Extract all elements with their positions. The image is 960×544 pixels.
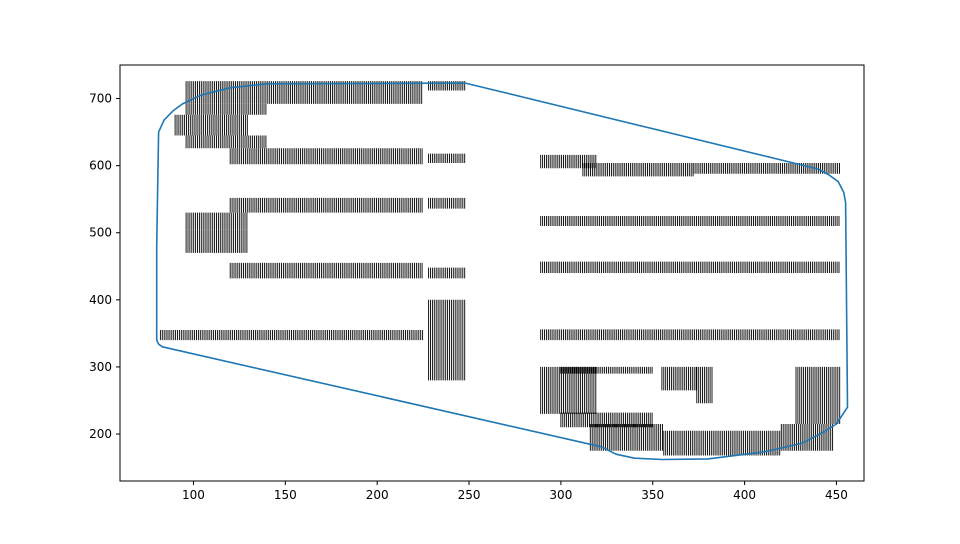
- hatch-block-23: [560, 366, 653, 374]
- hatch-block-6: [428, 153, 466, 163]
- hatch-layer: [159, 81, 841, 456]
- x-tick-label-150: 150: [274, 488, 297, 502]
- hatch-block-28: [661, 366, 697, 391]
- hatch-block-21: [540, 329, 840, 341]
- y-axis: 200 300 400 500 600 700: [89, 92, 120, 441]
- x-tick-label-200: 200: [366, 488, 389, 502]
- hatch-block-11: [229, 262, 423, 279]
- hatch-block-12: [428, 197, 466, 209]
- y-tick-label-500: 500: [89, 226, 112, 240]
- hatch-block-19: [540, 216, 840, 226]
- x-axis: 100 150 200 250 300 350 400 450: [182, 481, 848, 502]
- hatch-block-0: [185, 81, 423, 91]
- hatch-block-8: [229, 197, 423, 213]
- hatch-block-13: [428, 267, 466, 279]
- hatch-block-2: [185, 103, 267, 115]
- x-tick-label-250: 250: [458, 488, 481, 502]
- y-tick-label-700: 700: [89, 92, 112, 106]
- x-tick-label-400: 400: [733, 488, 756, 502]
- hatch-block-16: [540, 154, 597, 169]
- hatch-block-20: [540, 261, 840, 273]
- hatch-block-17: [582, 163, 694, 177]
- hatch-block-4: [185, 135, 267, 149]
- x-tick-label-300: 300: [549, 488, 572, 502]
- outline-series-line: [155, 82, 849, 461]
- x-tick-label-350: 350: [641, 488, 664, 502]
- hatch-block-10: [185, 229, 248, 253]
- hatch-block-25: [589, 424, 663, 451]
- hatch-block-30: [795, 366, 841, 424]
- hatch-block-9: [185, 212, 248, 230]
- hatch-block-29: [696, 366, 713, 404]
- y-tick-label-400: 400: [89, 293, 112, 307]
- hatch-block-5: [229, 148, 423, 165]
- y-tick-label-200: 200: [89, 427, 112, 441]
- x-tick-label-100: 100: [182, 488, 205, 502]
- x-tick-label-450: 450: [825, 488, 848, 502]
- hatch-block-26: [663, 430, 781, 456]
- hatch-block-27: [780, 424, 834, 451]
- y-tick-label-300: 300: [89, 360, 112, 374]
- hatch-block-7: [428, 81, 466, 91]
- hatch-block-15: [428, 299, 466, 381]
- line-layer: [155, 82, 849, 461]
- hatch-block-1: [185, 90, 423, 104]
- hatch-block-24: [560, 412, 653, 428]
- hatch-block-22: [540, 366, 597, 414]
- y-tick-label-600: 600: [89, 159, 112, 173]
- hatch-block-14: [159, 330, 424, 341]
- plot-frame: [119, 64, 865, 482]
- hatch-block-3: [174, 114, 248, 136]
- hatch-block-18: [692, 163, 840, 174]
